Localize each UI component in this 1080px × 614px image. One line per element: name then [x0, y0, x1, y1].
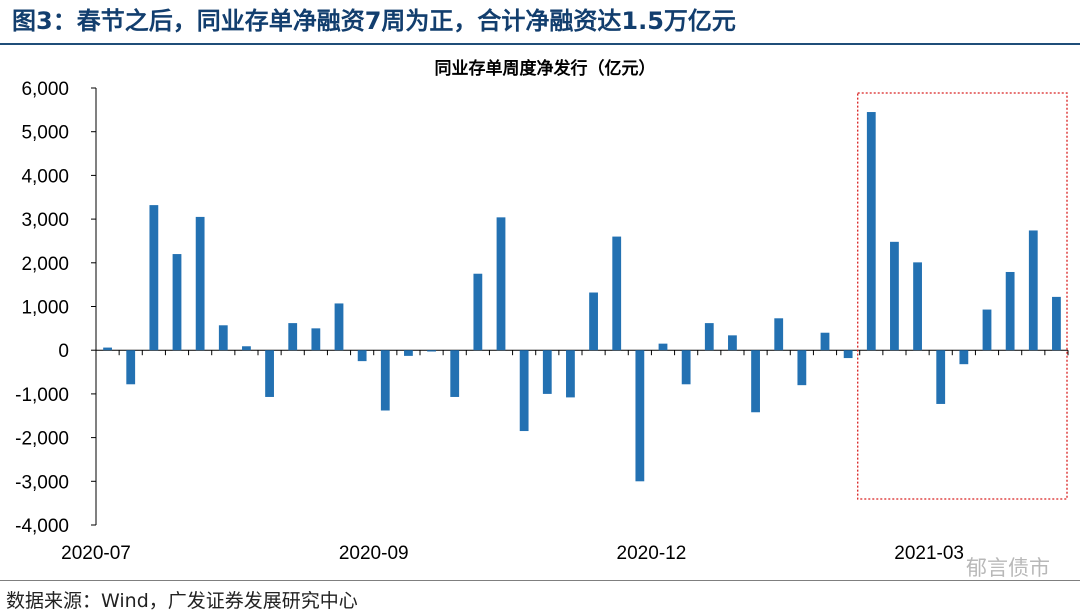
x-tick-label: 2021-03 [894, 543, 964, 564]
bar [635, 350, 645, 482]
bar [334, 303, 344, 351]
bar [913, 262, 922, 351]
bar [797, 350, 807, 386]
y-tick-label: 3,000 [21, 210, 69, 231]
bar [242, 346, 251, 351]
bar [728, 335, 737, 351]
bar [1005, 271, 1015, 351]
bar [704, 323, 714, 351]
y-tick-label: 5,000 [21, 123, 69, 144]
bar [404, 350, 413, 356]
bar [496, 217, 506, 351]
y-tick-label: -3,000 [15, 472, 69, 493]
bar-series [103, 112, 1061, 482]
bar [843, 350, 853, 359]
x-tick-label: 2020-07 [61, 543, 131, 564]
bar [589, 292, 598, 351]
bar [566, 350, 575, 398]
y-tick-label: -2,000 [15, 429, 69, 450]
bar [450, 350, 460, 397]
bar [473, 273, 483, 351]
source-divider [0, 580, 1080, 581]
y-tick-label: 6,000 [21, 79, 69, 100]
bar [126, 350, 136, 385]
y-tick-label: -1,000 [15, 385, 69, 406]
bar [612, 236, 622, 351]
bar [103, 347, 112, 351]
chart-title: 同业存单周度净发行（亿元） [435, 58, 656, 79]
x-tick-label: 2020-09 [339, 543, 409, 564]
title-divider [0, 43, 1080, 45]
bar [658, 343, 668, 351]
y-tick-label: -4,000 [15, 516, 69, 537]
x-axis: 2020-07 2020-09 2020-12 2021-03 [61, 349, 1069, 564]
bar [936, 350, 946, 404]
figure-title: 图3：春节之后，同业存单净融资7周为正，合计净融资达1.5万亿元 [12, 7, 736, 35]
bar [288, 323, 298, 351]
y-tick-label: 1,000 [21, 298, 69, 319]
bar [265, 350, 274, 397]
bar [681, 350, 691, 385]
bar [1028, 230, 1038, 351]
y-tick-label: 0 [58, 341, 69, 362]
bar [1052, 296, 1061, 351]
bar [820, 332, 830, 351]
bar [774, 318, 784, 351]
y-tick-label: 4,000 [21, 166, 69, 187]
watermark-text: 郁言债市 [966, 556, 1050, 580]
bar [380, 350, 390, 411]
y-axis: 6,000 5,000 4,000 3,000 2,000 1,000 0 -1,000 -2,… [15, 79, 97, 537]
bar-chart: 同业存单周度净发行（亿元） 6,000 5,000 4,000 3,000 2,000 1… [15, 58, 1069, 564]
source-note: 数据来源：Wind，广发证券发展研究中心 [6, 590, 358, 612]
bar [172, 254, 182, 351]
bar [218, 325, 228, 351]
bar [311, 328, 321, 351]
bar [751, 350, 760, 413]
bar [542, 350, 552, 394]
x-tick-label: 2020-12 [617, 543, 687, 564]
bar [959, 350, 969, 365]
bar [149, 205, 159, 351]
bar [519, 350, 529, 432]
bar [357, 350, 367, 362]
bar [866, 112, 876, 351]
bar [890, 241, 899, 351]
highlight-box [857, 92, 1068, 500]
bar [195, 216, 205, 351]
y-tick-label: 2,000 [21, 254, 69, 275]
bar [427, 350, 436, 352]
bar [982, 309, 992, 351]
